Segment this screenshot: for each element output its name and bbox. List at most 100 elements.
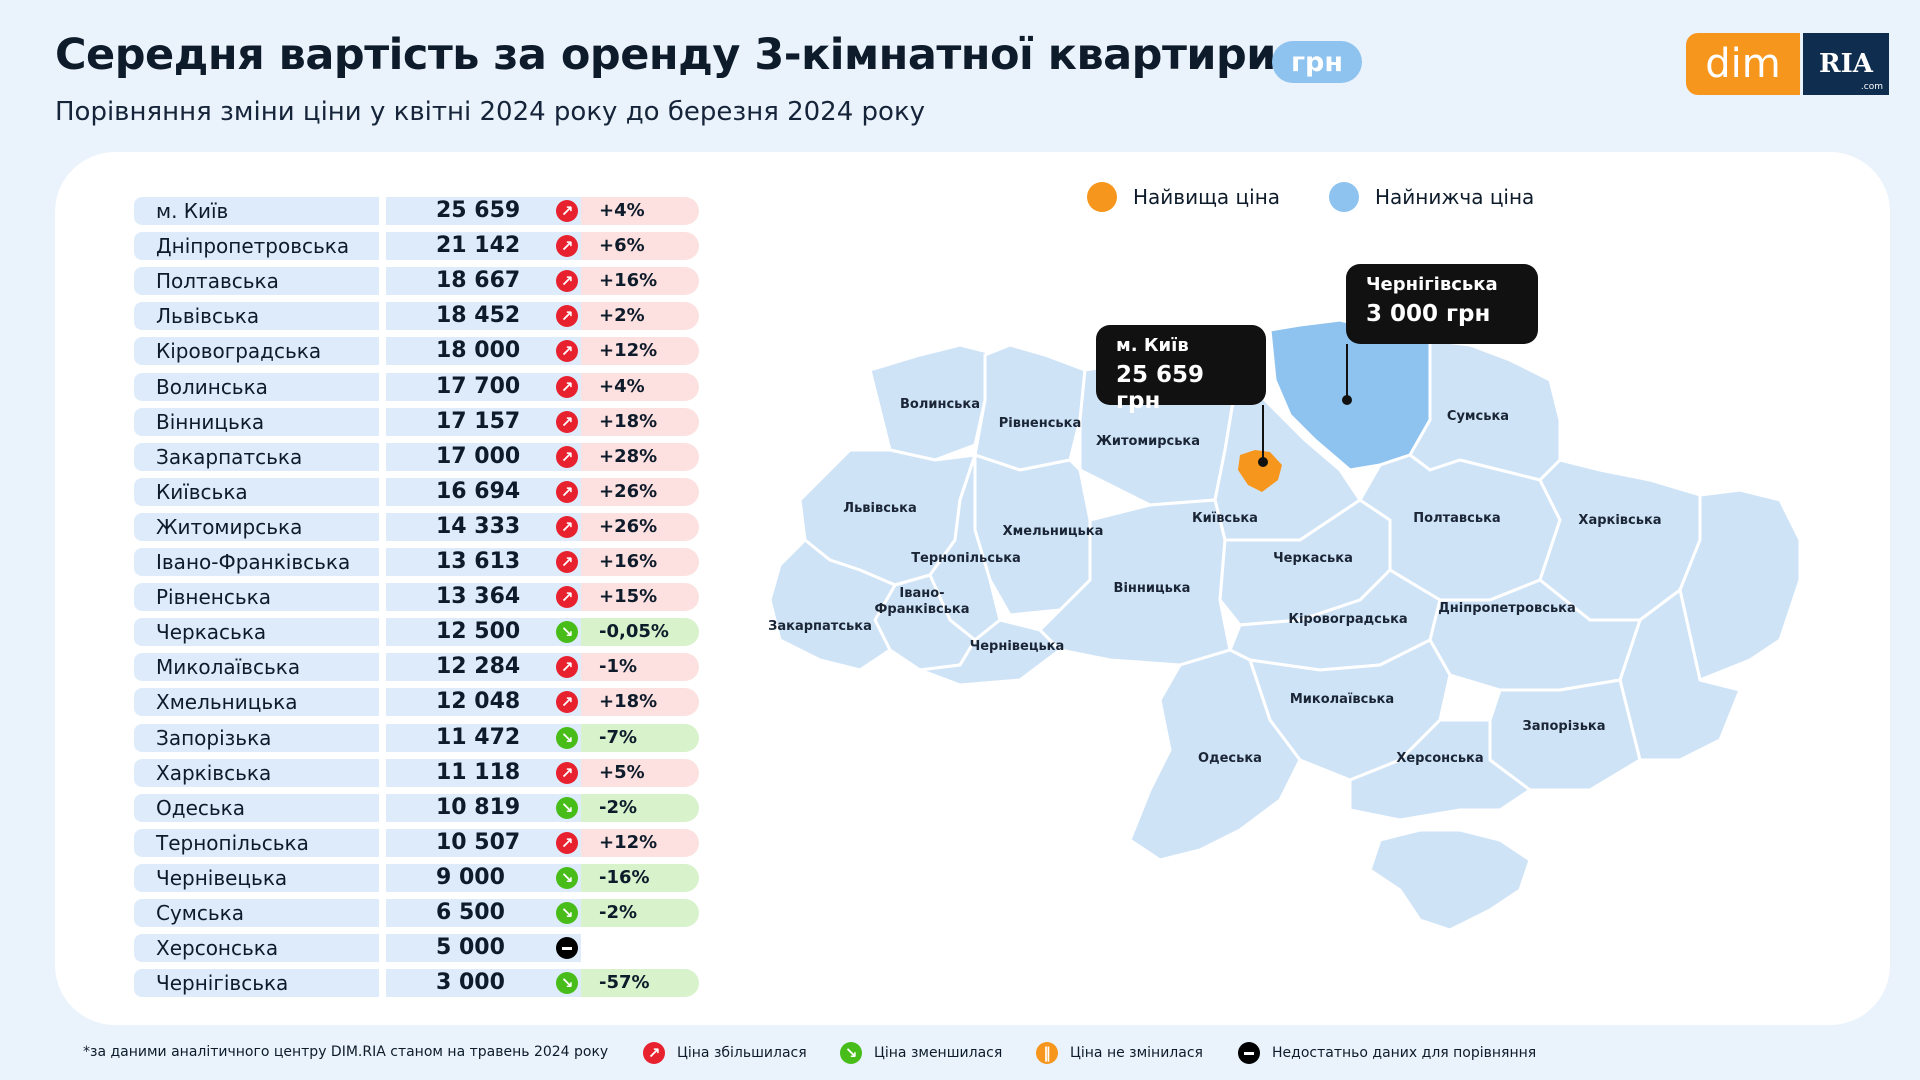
region-name: Миколаївська [134, 653, 379, 682]
region-name: Івано-Франківська [134, 548, 379, 576]
map-label: Франківська [875, 602, 970, 617]
map-label: Чернівецька [970, 639, 1065, 654]
change-value: +18% [581, 688, 699, 717]
map-label: Житомирська [1096, 434, 1200, 449]
price-value: 10 819 [386, 793, 581, 822]
table-row: Запорізька 11 472 -7% ↘ [134, 723, 699, 752]
page-subtitle: Порівняння зміни ціни у квітні 2024 року… [55, 97, 926, 127]
table-row: Івано-Франківська 13 613 +16% ↗ [134, 548, 699, 576]
map-label: Вінницька [1114, 581, 1191, 596]
logo-ria-part: RIA .com [1803, 33, 1889, 95]
arrow-up-icon: ↗ [556, 691, 578, 714]
price-value: 3 000 [386, 969, 581, 998]
change-value: +26% [581, 512, 699, 541]
arrow-up-icon: ↗ [556, 551, 578, 573]
arrow-up-icon: ↗ [556, 270, 578, 293]
price-value: 21 142 [386, 232, 581, 261]
price-value: 18 667 [386, 267, 581, 296]
logo-ria-domain: .com [1860, 82, 1883, 92]
region-name: Сумська [134, 899, 379, 927]
map-label: Кіровоградська [1288, 612, 1407, 627]
map-regions [768, 318, 1802, 932]
callout-lowest-value: 3 000 грн [1366, 301, 1491, 327]
map-label: Тернопільська [911, 551, 1021, 566]
footer-legend-none-label: Недостатньо даних для порівняння [1272, 1045, 1537, 1061]
lowest-dot-icon [1329, 182, 1359, 212]
price-value: 17 000 [386, 442, 581, 471]
change-value: +26% [581, 477, 699, 506]
change-value: -2% [581, 793, 699, 822]
change-value: +4% [581, 372, 699, 401]
legend-highest: Найвища ціна [1087, 180, 1280, 214]
arrow-up-icon: ↗ [643, 1042, 665, 1064]
legend-highest-label: Найвища ціна [1133, 185, 1281, 209]
table-row: Закарпатська 17 000 +28% ↗ [134, 442, 699, 471]
footer-legend-same-label: Ціна не змінилася [1070, 1045, 1203, 1061]
price-value: 9 000 [386, 863, 581, 892]
region-name: Одеська [134, 793, 379, 822]
change-value: +4% [581, 197, 699, 225]
region-odesa [1128, 648, 1302, 862]
price-value: 14 333 [386, 512, 581, 541]
map-label: Одеська [1198, 751, 1262, 766]
region-name: Полтавська [134, 267, 379, 296]
page-title: Середня вартість за оренду 3-кімнатної к… [55, 30, 1276, 80]
price-value: 25 659 [386, 197, 581, 225]
change-value: +2% [581, 302, 699, 331]
change-value: +6% [581, 232, 699, 261]
region-name: Закарпатська [134, 442, 379, 471]
arrow-up-icon: ↗ [556, 586, 578, 609]
map-label: Сумська [1447, 409, 1509, 424]
price-value: 6 500 [386, 899, 581, 927]
arrow-up-icon: ↗ [556, 235, 578, 258]
map-label: Закарпатська [768, 619, 872, 634]
arrow-up-icon: ↗ [556, 200, 578, 222]
arrow-down-icon: ↘ [556, 972, 578, 995]
callout-highest-name: м. Київ [1116, 335, 1189, 356]
price-value: 13 613 [386, 548, 581, 576]
callout-lowest-name: Чернігівська [1366, 274, 1498, 295]
callout-highest-dot [1258, 457, 1268, 467]
region-rivne [973, 343, 1087, 472]
arrow-up-icon: ↗ [556, 410, 578, 433]
change-value: -0,05% [581, 618, 699, 647]
table-row: м. Київ 25 659 +4% ↗ [134, 197, 699, 225]
table-row: Полтавська 18 667 +16% ↗ [134, 267, 699, 296]
change-value: +15% [581, 583, 699, 612]
price-value: 11 118 [386, 758, 581, 787]
change-value: +12% [581, 828, 699, 857]
change-value: -1% [581, 653, 699, 682]
table-row: Вінницька 17 157 +18% ↗ [134, 407, 699, 436]
region-name: Тернопільська [134, 828, 379, 857]
highest-dot-icon [1087, 182, 1117, 212]
price-value: 12 284 [386, 653, 581, 682]
logo-ria-text: RIA [1819, 49, 1873, 79]
region-name: Кіровоградська [134, 337, 379, 366]
footer-legend-up: ↗ Ціна збільшилася [643, 1042, 807, 1064]
dim-ria-logo: dim RIA .com [1686, 33, 1889, 95]
arrow-down-icon: ↘ [556, 621, 578, 644]
arrow-down-icon: ↘ [556, 796, 578, 819]
change-value: +16% [581, 267, 699, 296]
change-value: +5% [581, 758, 699, 787]
region-kyiv-city [1238, 450, 1282, 492]
change-value: +16% [581, 548, 699, 576]
arrow-down-icon: ↘ [556, 902, 578, 924]
footer-legend-down-label: Ціна зменшилася [874, 1045, 1003, 1061]
change-value: +12% [581, 337, 699, 366]
callout-lowest: Чернігівська 3 000 грн [1346, 264, 1538, 344]
arrow-up-icon: ↗ [556, 515, 578, 538]
price-value: 17 157 [386, 407, 581, 436]
arrow-up-icon: ↗ [556, 831, 578, 854]
region-name: Дніпропетровська [134, 232, 379, 261]
region-luhansk [1678, 488, 1802, 683]
price-value: 10 507 [386, 828, 581, 857]
table-row: Тернопільська 10 507 +12% ↗ [134, 828, 699, 857]
minus-icon [1238, 1042, 1260, 1064]
table-row: Львівська 18 452 +2% ↗ [134, 302, 699, 331]
region-zakarpattia [768, 537, 898, 672]
map-label: Рівненська [999, 416, 1082, 431]
table-row: Кіровоградська 18 000 +12% ↗ [134, 337, 699, 366]
minus-icon [556, 937, 578, 960]
